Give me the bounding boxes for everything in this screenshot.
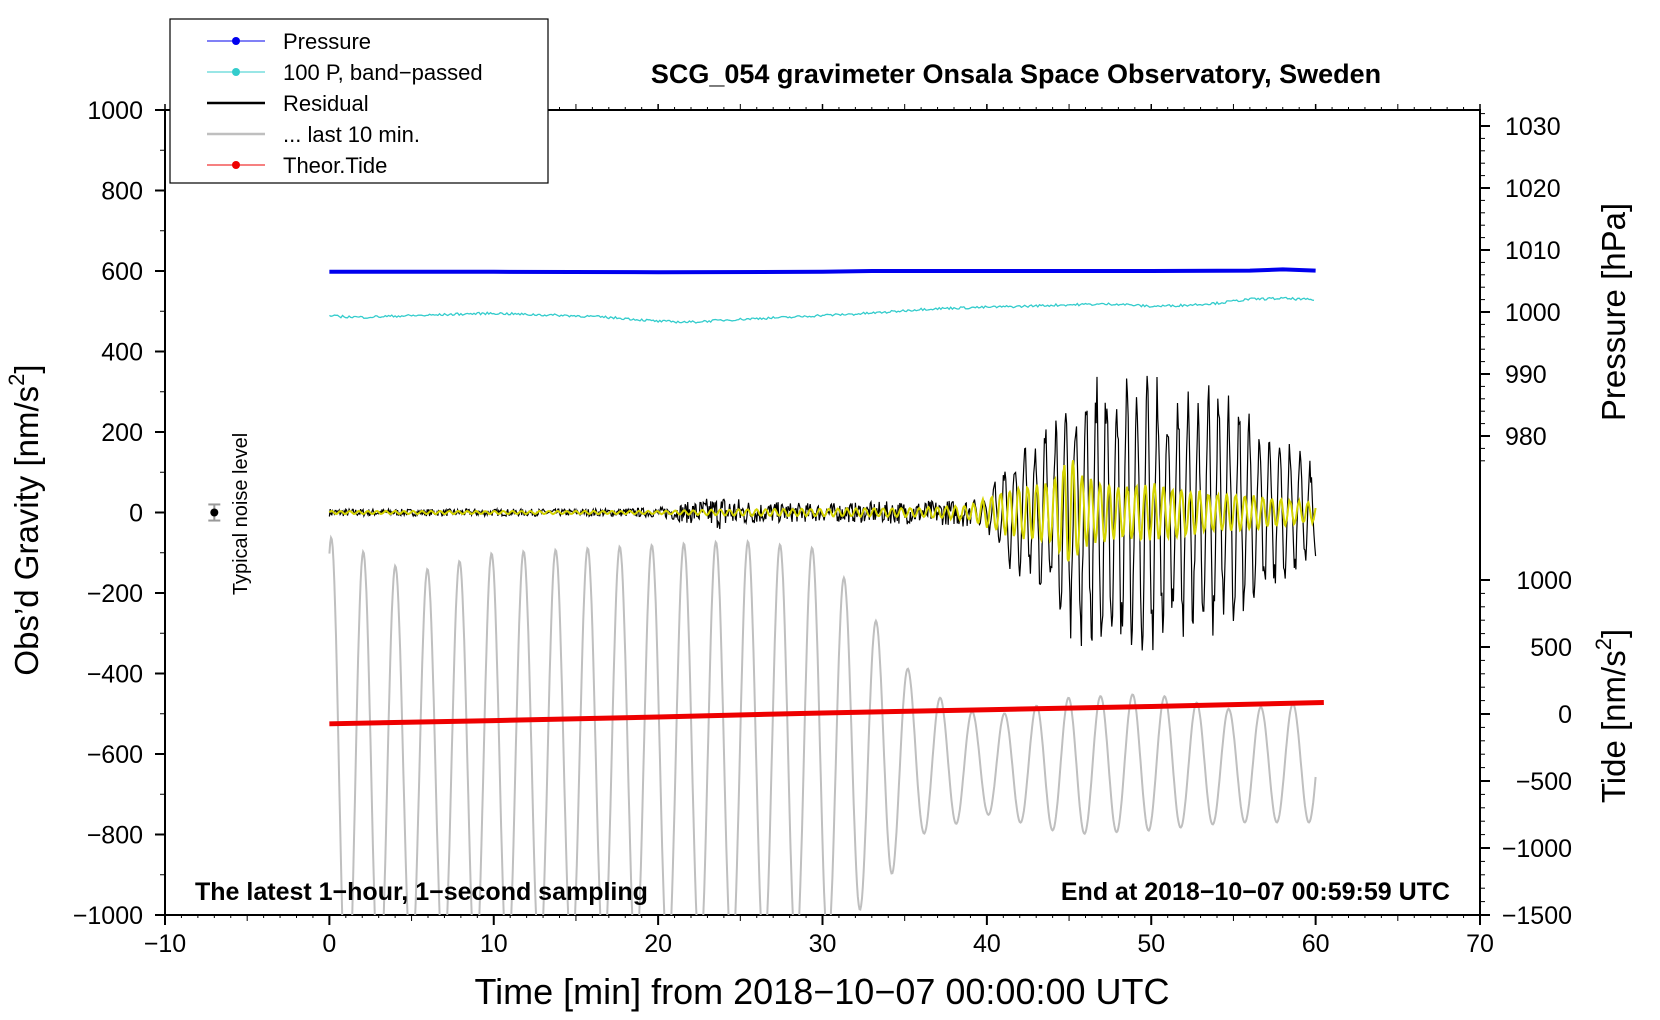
x-tick-label: 20 (644, 930, 672, 958)
y-axis-label-pressure: Pressure [hPa] (1595, 203, 1632, 421)
y-axis-label-left: Obs’d Gravity [nm/s2] (4, 364, 45, 675)
y-tick-label: −400 (87, 661, 143, 689)
y-axis-label-tide-main: Tide [nm/s (1595, 650, 1632, 803)
x-tick-label: 40 (973, 930, 1001, 958)
tide-tick-label: 0 (1558, 701, 1572, 729)
y-tick-label: 200 (101, 419, 143, 447)
legend-label: ... last 10 min. (283, 122, 420, 147)
series-pressure (329, 267, 1316, 275)
pressure-tick-label: 980 (1505, 423, 1547, 451)
tide-tick-label: −1500 (1502, 902, 1572, 930)
x-tick-label: 50 (1137, 930, 1165, 958)
legend-marker (232, 37, 240, 45)
y-tick-label: −200 (87, 580, 143, 608)
y-tick-label: −800 (87, 822, 143, 850)
pressure-tick-label: 1000 (1505, 299, 1561, 327)
y-axis-label-left-close: ] (8, 364, 45, 373)
y-axis-label-left-main: Obs’d Gravity [nm/s (8, 386, 45, 676)
annotation-end-time: End at 2018−10−07 00:59:59 UTC (1061, 878, 1450, 906)
legend-label: Theor.Tide (283, 153, 387, 178)
x-tick-label: 10 (480, 930, 508, 958)
pressure-tick-label: 990 (1505, 361, 1547, 389)
x-tick-label: 30 (809, 930, 837, 958)
y-axis-label-tide: Tide [nm/s2] (1591, 629, 1632, 803)
noise-point (210, 508, 219, 517)
legend-marker (232, 161, 240, 169)
tide-tick-label: −500 (1516, 768, 1572, 796)
tide-tick-label: 1000 (1516, 567, 1572, 595)
annotation-latest-hour: The latest 1−hour, 1−second sampling (195, 878, 648, 906)
chart-title: SCG_054 gravimeter Onsala Space Observat… (651, 59, 1381, 89)
x-tick-label: 60 (1302, 930, 1330, 958)
y-tick-label: −1000 (73, 902, 143, 930)
legend-marker (232, 68, 240, 76)
y-tick-label: 1000 (87, 97, 143, 125)
y-tick-label: −600 (87, 741, 143, 769)
series-last-10-min (328, 534, 1317, 915)
pressure-tick-label: 1010 (1505, 237, 1561, 265)
y-tick-label: 600 (101, 258, 143, 286)
noise-level-label: Typical noise level (230, 433, 252, 595)
legend-label: Residual (283, 91, 369, 116)
x-axis-label: Time [min] from 2018−10−07 00:00:00 UTC (474, 971, 1169, 1012)
x-tick-label: 70 (1466, 930, 1494, 958)
pressure-tick-label: 1020 (1505, 175, 1561, 203)
x-tick-label: 0 (322, 930, 336, 958)
y-axis-label-tide-sup: 2 (1591, 638, 1616, 650)
legend: Pressure 100 P, band−passed Residual ... la… (169, 18, 549, 184)
series-theor-tide (329, 699, 1324, 727)
legend-label: 100 P, band−passed (283, 60, 483, 85)
tide-tick-label: −1000 (1502, 835, 1572, 863)
y-axis-label-tide-close: ] (1595, 629, 1632, 638)
y-tick-label: 800 (101, 178, 143, 206)
legend-label: Pressure (283, 29, 371, 54)
series-band-passed (329, 296, 1315, 324)
y-axis-label-left-sup: 2 (4, 374, 29, 386)
legend-box (169, 18, 549, 184)
axes-layer: −10 0 10 20 30 40 50 60 7010008006004002000−200−… (73, 97, 1572, 958)
y-tick-label: 0 (129, 500, 143, 528)
x-tick-label: −10 (144, 930, 186, 958)
tide-tick-label: 500 (1530, 634, 1572, 662)
series-residual-filtered (328, 460, 1317, 562)
series-layer (208, 267, 1324, 915)
y-tick-label: 400 (101, 339, 143, 367)
pressure-tick-label: 1030 (1505, 113, 1561, 141)
